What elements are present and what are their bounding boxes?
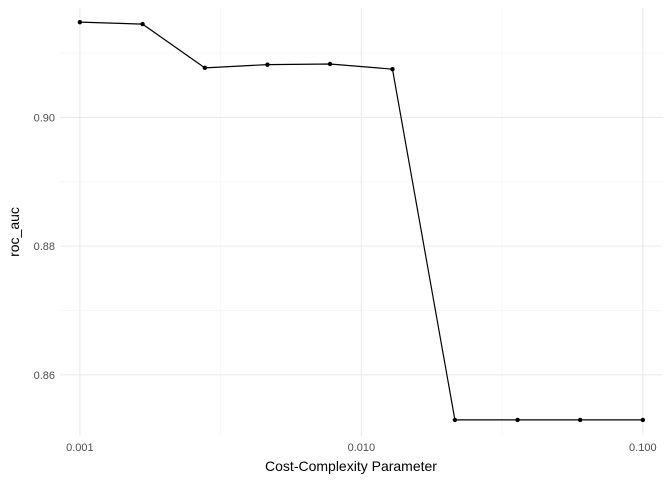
x-axis-title: Cost-Complexity Parameter — [265, 458, 437, 474]
data-point — [452, 417, 458, 423]
x-axis-tick-labels: 0.001 0.010 0.100 — [66, 442, 656, 454]
data-point — [640, 417, 646, 423]
y-tick-label: 0.86 — [34, 370, 55, 382]
data-point — [140, 21, 145, 27]
data-point — [77, 19, 83, 25]
data-point — [202, 65, 208, 71]
x-tick-label: 0.010 — [348, 442, 376, 454]
y-axis-tick-labels: 0.86 0.88 0.90 — [34, 112, 55, 381]
y-tick-label: 0.88 — [34, 241, 55, 253]
data-point — [265, 62, 270, 67]
data-point — [390, 66, 395, 72]
x-tick-label: 0.001 — [66, 442, 94, 454]
data-point — [515, 417, 520, 423]
data-point — [577, 417, 583, 423]
y-tick-label: 0.90 — [34, 112, 55, 124]
major-gridlines — [60, 8, 662, 436]
data-point — [327, 61, 333, 67]
x-tick-label: 0.100 — [629, 442, 657, 454]
series-line — [79, 21, 643, 421]
y-axis-title: roc_auc — [6, 207, 22, 257]
series-layer — [77, 19, 646, 423]
